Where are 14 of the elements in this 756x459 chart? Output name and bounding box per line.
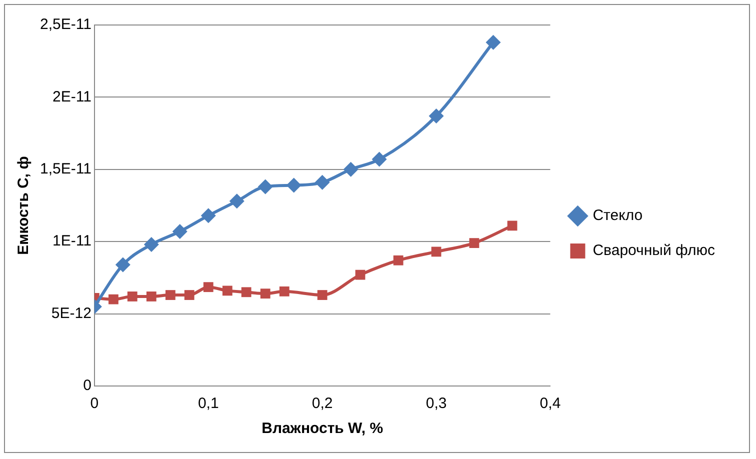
x-tick-label: 0,4	[540, 395, 561, 412]
y-tick-label: 1,5E-11	[40, 160, 92, 178]
x-tick-label: 0,3	[426, 395, 447, 412]
y-tick-label: 2,5E-11	[40, 16, 92, 34]
y-axis-title: Емкость С, ф	[15, 156, 32, 255]
legend-label: Сварочный флюс	[592, 242, 716, 260]
y-tick-label: 2E-11	[52, 88, 92, 106]
x-tick-label: 0,2	[312, 395, 333, 412]
legend-label: Стекло	[592, 207, 643, 224]
y-tick-label: 0	[83, 377, 92, 394]
x-tick-label: 0,1	[198, 395, 219, 412]
y-tick-label: 5E-12	[51, 304, 92, 322]
y-tick-label: 1E-11	[52, 232, 92, 250]
x-axis-title: Влажность W, %	[262, 420, 384, 438]
